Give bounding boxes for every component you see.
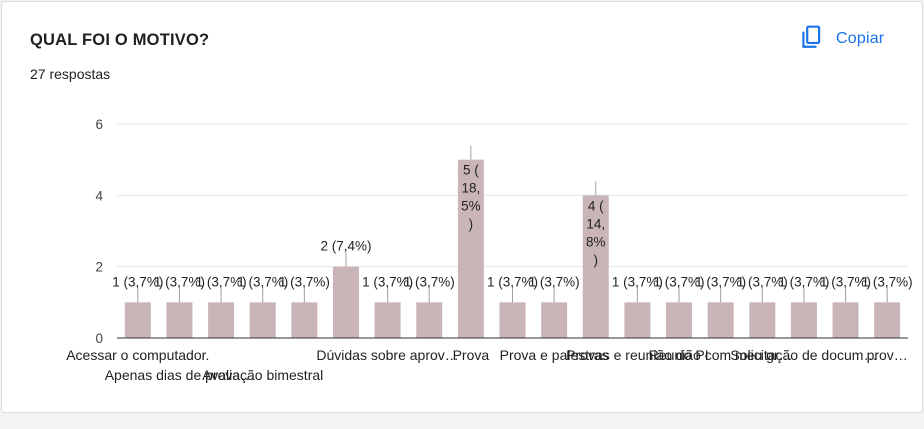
data-label: 1 (3,7%) (529, 274, 580, 289)
data-label: 1 (3,7%) (612, 274, 663, 289)
bar (208, 302, 235, 338)
x-tick-label: Avaliação bimestral (202, 367, 323, 383)
data-label: 1 (3,7%) (778, 274, 829, 289)
x-tick-label: prov… (867, 347, 908, 363)
y-tick-label: 6 (95, 117, 103, 132)
bar (499, 302, 526, 338)
x-tick-label: Apenas dias de prova… (105, 367, 254, 383)
data-label: 1 (3,7%) (862, 274, 913, 289)
copy-icon (798, 24, 824, 55)
bar (832, 302, 859, 338)
y-tick-label: 2 (95, 260, 103, 275)
bar (582, 195, 609, 338)
x-tick-label: Acessar o computador. (66, 347, 209, 363)
x-tick-label: Dúvidas sobre aprov… (316, 347, 458, 363)
copy-button-label: Copiar (836, 30, 885, 47)
data-label: 1 (3,7%) (654, 274, 705, 289)
data-label: 1 (3,7%) (237, 274, 288, 289)
data-label: 1 (3,7%) (196, 274, 247, 289)
bar (457, 159, 484, 338)
y-tick-label: 4 (95, 188, 103, 203)
bar (790, 302, 817, 338)
bar (749, 302, 776, 338)
x-tick-label: Solicitação de docum… (730, 347, 877, 363)
data-label: 4 (14, 8%) (586, 198, 606, 267)
response-count: 27 respostas (30, 66, 111, 82)
bar (416, 302, 443, 338)
bar (124, 302, 151, 338)
x-tick-label: Reunião com meu gr… (649, 347, 793, 363)
bar (249, 302, 276, 338)
data-label: 2 (7,4%) (320, 239, 371, 254)
bar (332, 266, 359, 338)
copy-button[interactable]: Copiar (798, 24, 884, 54)
question-title: QUAL FOI O MOTIVO? (30, 31, 210, 49)
data-label: 1 (3,7%) (695, 274, 746, 289)
bar (707, 302, 734, 338)
data-label: 1 (3,7%) (404, 274, 455, 289)
data-label: 1 (3,7%) (487, 274, 538, 289)
x-tick-label: Prova (453, 347, 490, 363)
bar (541, 302, 568, 338)
x-tick-label: Prova e palestras (500, 347, 609, 363)
data-label: 1 (3,7%) (112, 274, 163, 289)
data-label: 5 (18, 5%) (461, 163, 481, 232)
bar (666, 302, 693, 338)
bar (874, 302, 901, 338)
bar (374, 302, 401, 338)
data-label: 1 (3,7%) (820, 274, 871, 289)
bar (166, 302, 193, 338)
y-tick-label: 0 (95, 331, 103, 346)
data-label: 1 (3,7%) (154, 274, 205, 289)
x-tick-label: Provas e reunião do PI (566, 347, 708, 363)
bar (624, 302, 651, 338)
data-label: 1 (3,7%) (737, 274, 788, 289)
data-label: 1 (3,7%) (279, 274, 330, 289)
data-label: 1 (3,7%) (362, 274, 413, 289)
bar (291, 302, 318, 338)
